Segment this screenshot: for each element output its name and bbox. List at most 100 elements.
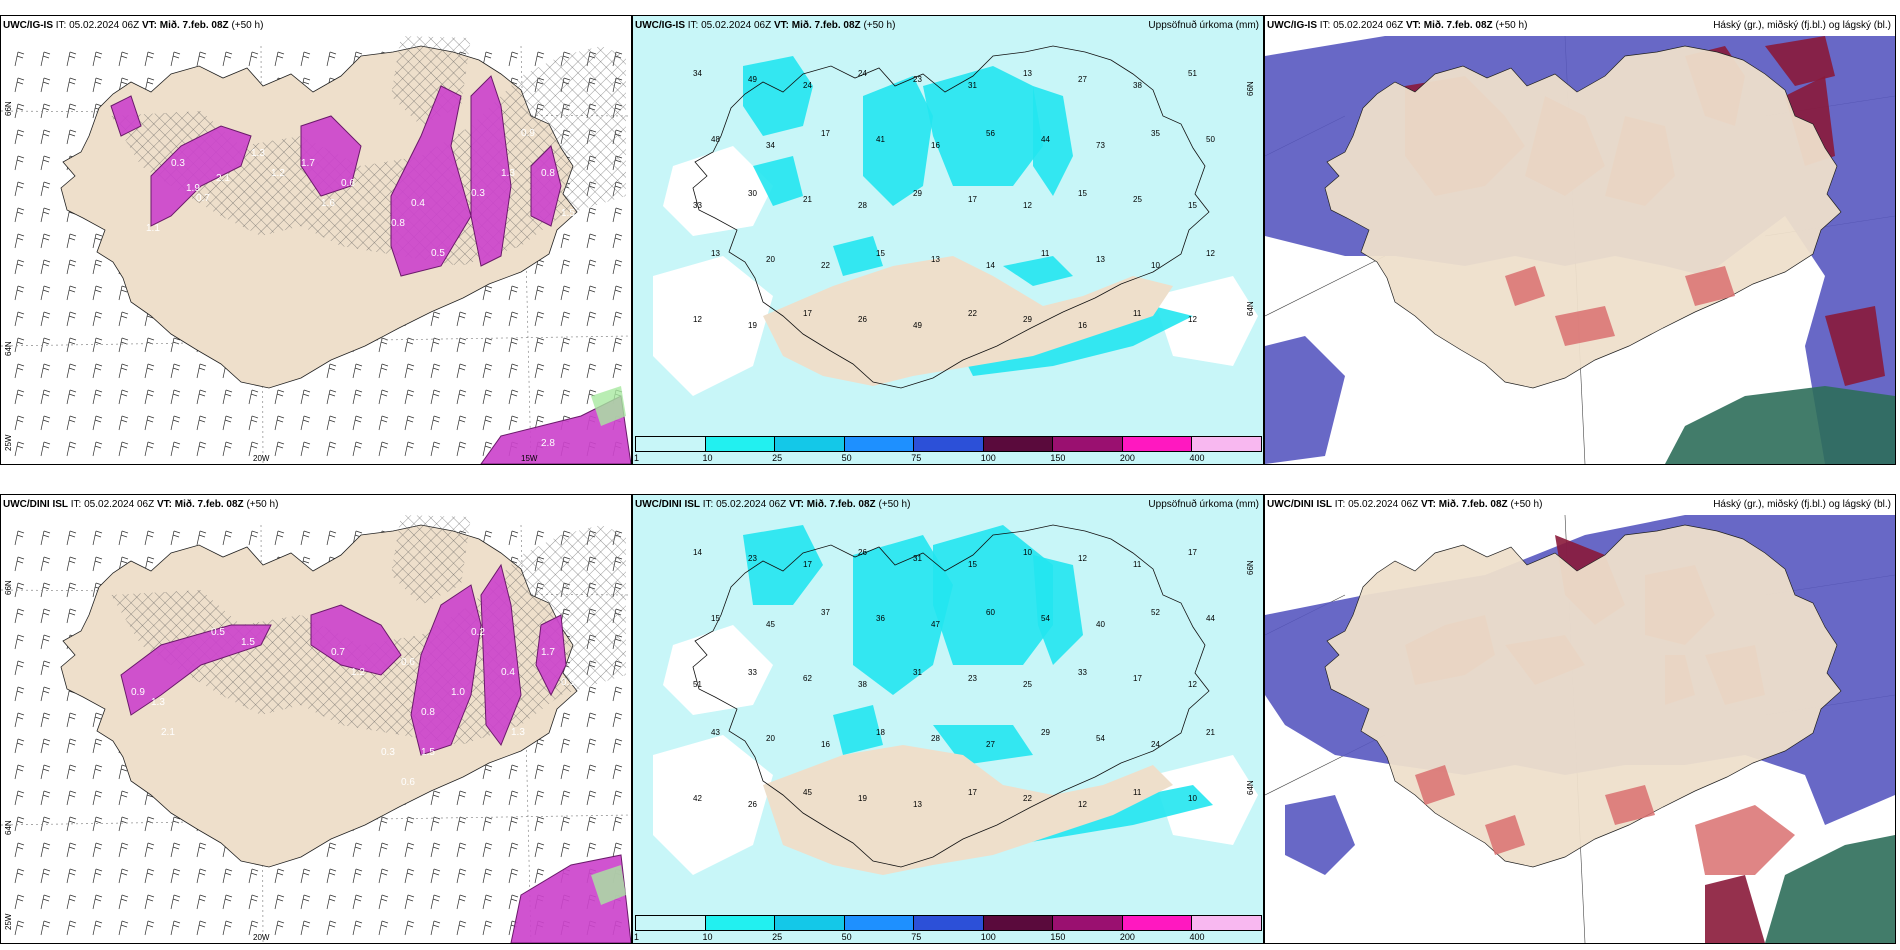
precip-value-label: 0.7 [331,647,345,658]
accum-value-label: 12 [1078,800,1087,809]
accum-value-label: 38 [1133,81,1142,90]
accum-value-label: 16 [1078,321,1087,330]
accum-value-label: 29 [1023,315,1032,324]
accum-value-label: 29 [913,189,922,198]
accum-value-label: 10 [1188,794,1197,803]
accum-value-label: 15 [968,560,977,569]
accum-value-label: 26 [858,548,867,557]
precip-band [480,395,631,464]
accum-value-label: 19 [858,794,867,803]
high-cloud-area [1765,36,1835,86]
precip-band [150,125,252,227]
precip-value-label: 0.6 [401,777,415,788]
accum-precip-zone [833,236,883,276]
accum-value-label: 34 [693,69,702,78]
accum-precip-zone [933,525,1053,665]
precip-value-label: 1.3 [501,168,515,179]
precip-band [480,563,522,747]
iceland-landmass [1324,45,1842,389]
map-canvas [1265,495,1895,943]
accum-values: 14 23 17 26 31 15 10 12 11 17 15 45 37 36 47 60 54 40 52 44… [693,548,1215,809]
accum-value-label: 49 [913,321,922,330]
panel-title: Uppsöfnuð úrkoma (mm) [1148,499,1259,510]
precip-value-label: 0.6 [341,178,355,189]
accum-value-label: 25 [1023,680,1032,689]
precip-band [110,95,142,137]
colorbar-label: 10 [702,932,713,942]
colorbar-segment [1121,436,1193,452]
accum-value-label: 12 [693,315,702,324]
map-canvas: 0.9 1.3 2.1 0.5 1.5 0.7 1.2 0.6 0.8 1.0 0.2 0.4 1.3 1… [1,495,631,943]
accum-value-label: 17 [1133,674,1142,683]
precip-band [120,624,272,716]
precip-value-label: 0.8 [541,168,555,179]
low-cloud-area [1505,266,1545,306]
precip-value-label: 1.2 [271,168,285,179]
precip-value-label: 2.1 [216,173,230,184]
accum-value-label: 35 [1151,129,1160,138]
accum-value-label: 13 [931,255,940,264]
precip-value-label: 1.5 [241,637,255,648]
low-precip-area [663,625,773,715]
precip-band [530,145,562,227]
colorbar-label: 200 [1119,453,1135,463]
colorbar-segment [843,915,915,931]
accum-value-label: 45 [766,620,775,629]
colorbar-segment [1191,915,1262,931]
panel-header: UWC/IG-IS IT: 05.02.2024 06Z VT: Mið. 7.… [635,20,896,31]
high-cloud-area [1705,875,1765,943]
low-cloud-area [1485,815,1525,855]
green-patch [591,386,626,426]
accum-value-label: 73 [1096,141,1105,150]
precip-value-label: 1.5 [421,747,435,758]
accum-value-label: 20 [766,734,775,743]
panel-header: UWC/DINI ISL IT: 05.02.2024 06Z VT: Mið.… [1267,499,1543,510]
map-canvas: 34 49 24 24 23 31 13 27 38 51 48 34 17 41 16 56 44 73 35 50… [633,16,1263,464]
colorbar-segment [704,436,776,452]
precip-value-label: 0.3 [171,158,185,169]
precip-values: 0.9 1.3 2.1 0.5 1.5 0.7 1.2 0.6 0.8 1.0 0.2 0.4 1.3 1… [131,627,575,788]
precip-colorbar: 1 10 25 50 75 100 150 200 400 [634,436,1262,463]
accum-value-label: 31 [968,81,977,90]
accum-value-label: 62 [803,674,812,683]
colorbar-label: 75 [911,932,922,942]
map-canvas [1265,16,1895,464]
accum-value-label: 13 [1023,69,1032,78]
colorbar-label: 10 [702,453,713,463]
precip-value-label: 0.5 [431,248,445,259]
low-cloud-area [1695,805,1795,875]
accum-precip-zone [1003,256,1073,286]
accum-value-label: 24 [803,81,812,90]
low-cloud-area [1415,765,1455,805]
accum-value-label: 42 [693,794,702,803]
accum-value-label: 12 [1023,201,1032,210]
accum-value-label: 48 [711,135,720,144]
colorbar-segment [1121,915,1193,931]
accum-value-label: 26 [748,800,757,809]
iceland-coastline [692,45,1210,389]
panel-title: Uppsöfnuð úrkoma (mm) [1148,20,1259,31]
accum-value-label: 22 [821,261,830,270]
accum-value-label: 15 [711,614,720,623]
lat-label: 66N [4,580,13,595]
precip-values: 0.3 1.9 2.1 0.7 1.3 1.2 1.7 1.6 0.6 0.8 0.4 0.5 0.3 1… [146,128,575,449]
dry-land-area [763,745,1173,875]
colorbar-label: 200 [1119,932,1135,942]
lat-label: 64N [4,820,13,835]
accum-value-label: 15 [1078,189,1087,198]
accum-value-label: 13 [1096,255,1105,264]
accum-precip-zone [743,525,823,605]
precip-band [535,614,567,697]
panel-title: Háský (gr.), miðský (fj.bl.) og lágský (… [1713,20,1891,31]
precip-value-label: 1.5 [561,208,575,219]
colorbar-label: 25 [772,932,783,942]
precip-value-label: 0.9 [561,677,575,688]
accum-value-label: 21 [803,195,812,204]
colorbar-segment [774,915,845,931]
precip-value-label: 1.6 [321,198,335,209]
precip-value-label: 0.6 [401,657,415,668]
precip-value-label: 0.3 [381,747,395,758]
colorbar-label: 100 [980,932,996,942]
low-precip-area [1153,276,1258,366]
accum-value-label: 12 [1188,680,1197,689]
